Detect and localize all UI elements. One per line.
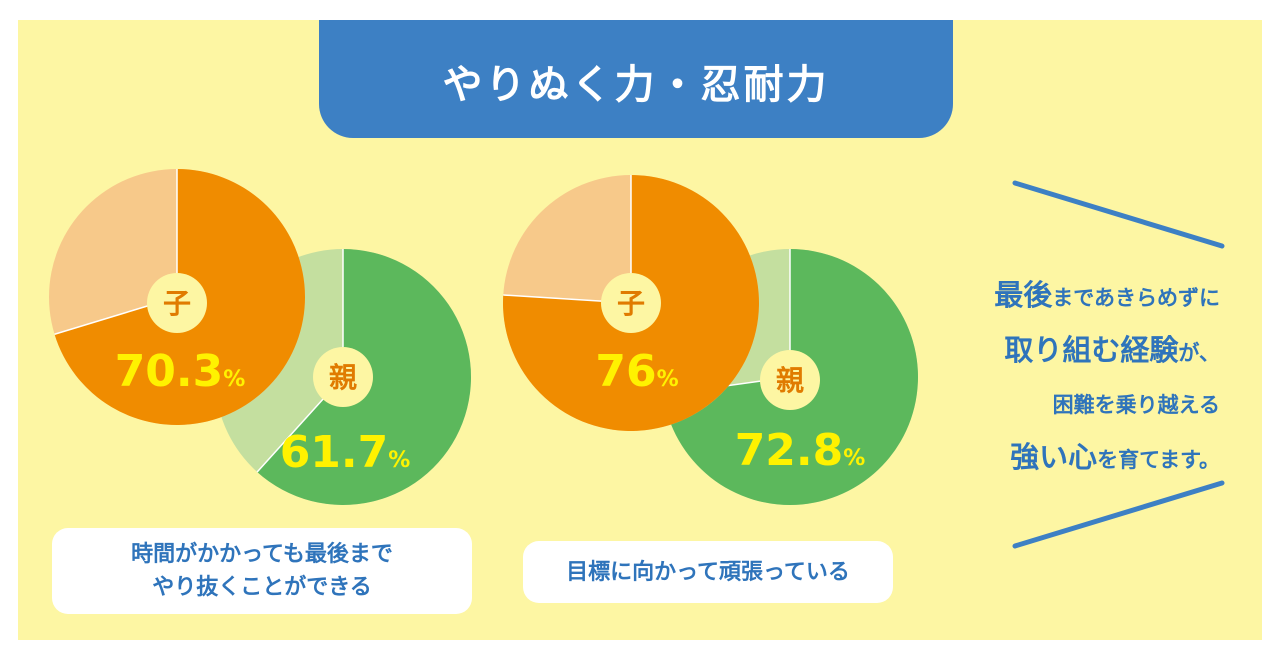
message-line-2: 取り組む経験が、: [994, 325, 1220, 380]
chart-1-parent-label-badge: [313, 347, 373, 407]
decor-line-top: [1012, 180, 1225, 249]
message-line-4-strong: 強い心: [1010, 440, 1098, 474]
chart-1-child-label-badge: [147, 273, 207, 333]
chart-1-child-value-label: 70.3%: [115, 346, 246, 397]
chart-1-caption-line-2: やり抜くことができる: [152, 575, 372, 600]
message-line-3-rest: 困難を乗り越える: [1052, 393, 1220, 417]
chart-1-parent-value-label: 61.7%: [280, 427, 411, 478]
chart-2-parent-value-label: 72.8%: [735, 425, 866, 476]
chart-1-child-series-label: 子: [163, 287, 191, 320]
chart-2-caption: 目標に向かって頑張っている: [523, 541, 893, 603]
chart-2-child-series-label: 子: [617, 287, 645, 320]
chart-1-parent-pie: 親 61.7%: [215, 249, 472, 505]
chart-2-parent-label-badge: [760, 350, 820, 410]
message-line-1-rest: まであきらめずに: [1052, 286, 1220, 310]
chart-2-caption-line-1: 目標に向かって頑張っている: [566, 559, 850, 585]
chart-1-child-pie: 子 70.3%: [49, 169, 305, 425]
message-line-1: 最後まであきらめずに: [994, 270, 1220, 325]
message-line-1-strong: 最後: [994, 278, 1053, 312]
page-title: やりぬく力・忍耐力: [442, 62, 830, 108]
chart-1-caption: 時間がかかっても最後まで やり抜くことができる: [52, 528, 472, 614]
chart-1-parent-series-label: 親: [329, 361, 357, 394]
chart-2-child-value-label: 76%: [595, 346, 678, 397]
message-line-2-rest: が、: [1178, 341, 1220, 365]
summary-message: 最後まであきらめずに 取り組む経験が、 困難を乗り越える 強い心を育てます。: [994, 270, 1220, 487]
chart-1-caption-line-1: 時間がかかっても最後まで: [131, 542, 393, 567]
message-line-3: 困難を乗り越える: [994, 380, 1220, 432]
chart-2-child-label-badge: [601, 273, 661, 333]
message-line-4-rest: を育てます。: [1097, 448, 1220, 472]
decor-line-bottom: [1012, 480, 1225, 549]
chart-2-parent-series-label: 親: [776, 364, 804, 397]
message-line-4: 強い心を育てます。: [994, 432, 1220, 487]
message-line-2-strong: 取り組む経験: [1004, 333, 1179, 367]
chart-2-child-pie: 子 76%: [502, 175, 759, 431]
title-banner: やりぬく力・忍耐力: [319, 20, 953, 138]
